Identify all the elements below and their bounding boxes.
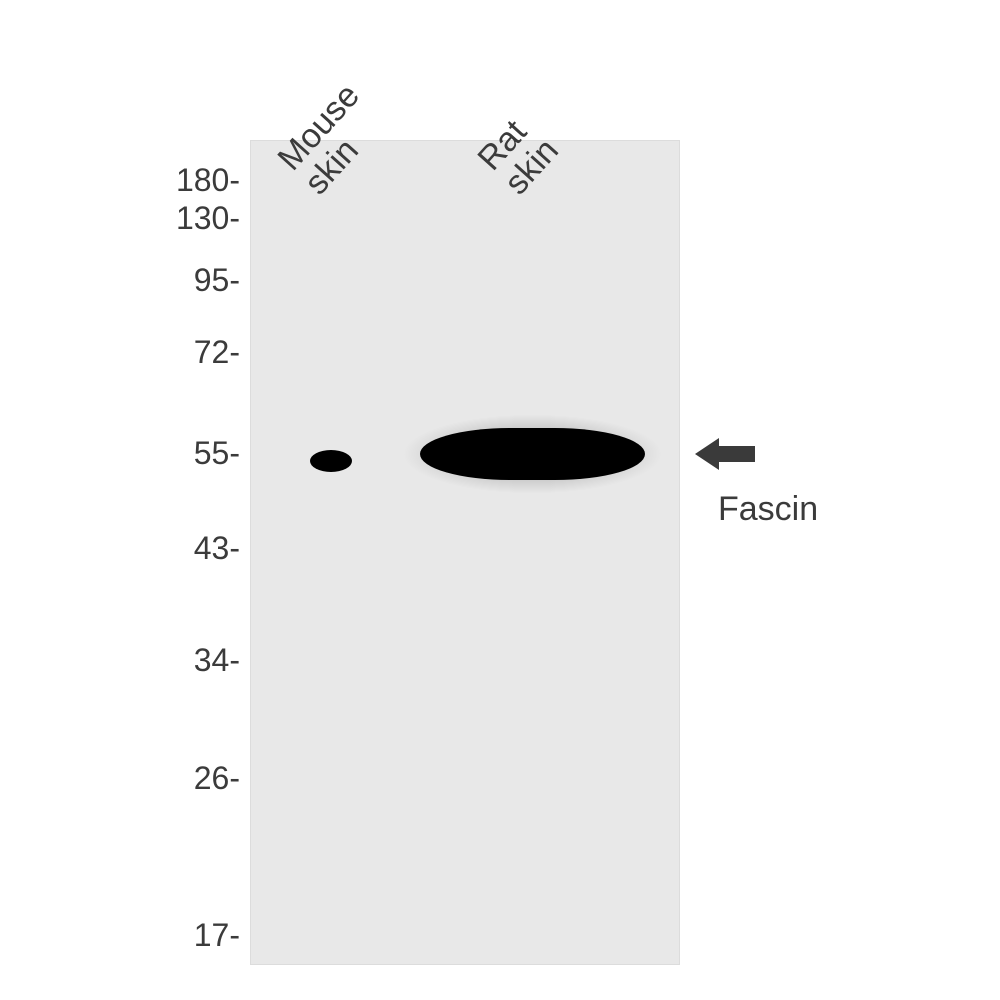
mw-marker: 17-: [194, 917, 240, 954]
mw-marker: 34-: [194, 642, 240, 679]
mw-marker: 43-: [194, 530, 240, 567]
mw-marker: 130-: [176, 200, 240, 237]
mw-marker: 55-: [194, 435, 240, 472]
western-blot-figure: Mouse skin Rat skin 180-130-95-72-55-43-…: [0, 0, 1000, 1000]
mw-marker: 180-: [176, 162, 240, 199]
blot-membrane: [250, 140, 680, 965]
mw-marker: 95-: [194, 262, 240, 299]
mw-marker: 72-: [194, 334, 240, 371]
target-arrow-icon: [695, 434, 765, 479]
band: [310, 450, 352, 472]
target-label: Fascin: [718, 490, 818, 529]
band: [420, 428, 645, 480]
mw-marker: 26-: [194, 760, 240, 797]
